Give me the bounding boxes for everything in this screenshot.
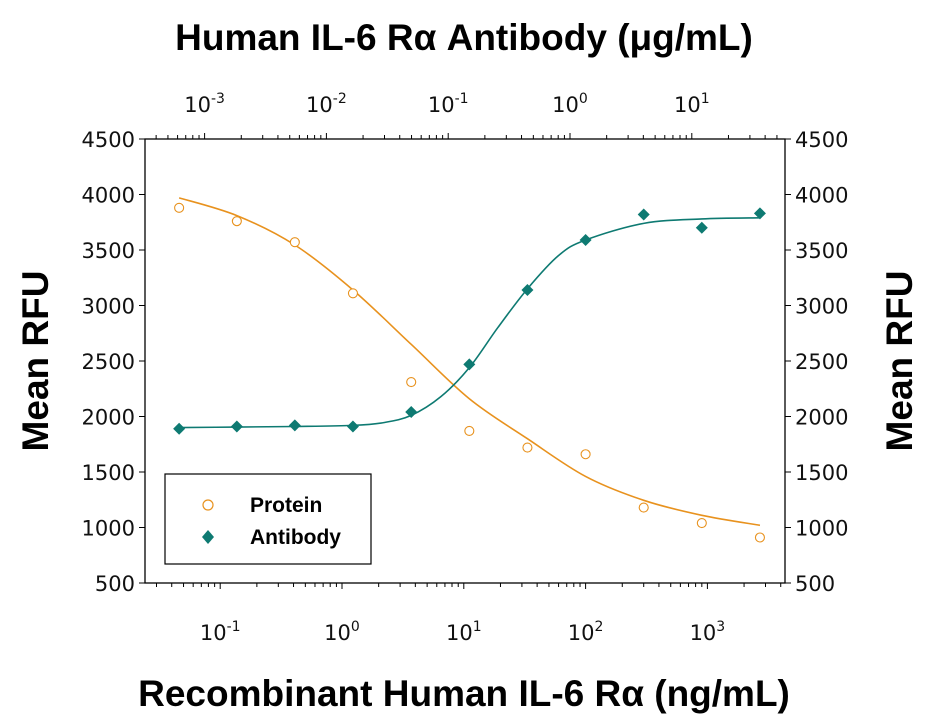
x-top-tick-label: 10-2 — [306, 91, 347, 117]
protein-fit-curve — [178, 197, 761, 527]
y-right-tick-label: 2500 — [795, 350, 848, 374]
protein-data-point — [696, 518, 707, 529]
y-left-tick-label: 4500 — [82, 128, 135, 152]
y-left-tick-label: 1500 — [82, 461, 135, 485]
y-right-tick-label: 4000 — [795, 184, 848, 208]
legend-box — [164, 473, 372, 565]
legend-label-protein: Protein — [250, 494, 322, 517]
protein-data-point — [522, 442, 533, 453]
x-bottom-tick-label: 10-1 — [200, 619, 241, 645]
protein-data-point — [231, 216, 242, 227]
x-bottom-tick-label: 103 — [690, 619, 726, 645]
y-left-tick-label: 2500 — [82, 350, 135, 374]
antibody-data-point — [288, 419, 301, 432]
y-left-tick-label: 1000 — [82, 517, 135, 541]
x-top-tick-label: 100 — [552, 91, 588, 117]
y-left-tick-label: 3000 — [82, 295, 135, 319]
protein-data-point — [406, 377, 417, 388]
y-right-tick-label: 3500 — [795, 239, 848, 263]
y-right-tick-label: 1500 — [795, 461, 848, 485]
antibody-data-point — [463, 358, 476, 371]
y-left-tick-label: 2000 — [82, 406, 135, 430]
antibody-fit-curve — [179, 217, 760, 429]
y-right-tick-label: 4500 — [795, 128, 848, 152]
protein-data-point — [174, 202, 185, 213]
x-axis-label: Recombinant Human IL-6 Rα (ng/mL) — [138, 673, 790, 714]
legend-label-antibody: Antibody — [250, 526, 341, 549]
y-axis-label-right: Mean RFU — [879, 271, 920, 452]
protein-data-point — [464, 425, 475, 436]
protein-data-point — [638, 502, 649, 513]
protein-data-point — [754, 532, 765, 543]
antibody-data-point — [637, 208, 650, 221]
y-right-tick-label: 3000 — [795, 295, 848, 319]
antibody-data-point — [173, 422, 186, 435]
legend: Protein Antibody — [164, 473, 372, 565]
x-bottom-tick-label: 102 — [568, 619, 604, 645]
antibody-data-point — [695, 221, 708, 234]
protein-data-point — [347, 288, 359, 299]
antibody-data-point — [579, 234, 592, 247]
x-bottom-tick-label: 100 — [324, 619, 360, 645]
antibody-data-point — [230, 420, 243, 433]
legend-marker-protein — [202, 499, 214, 511]
x-bottom-tick-label: 101 — [446, 619, 482, 645]
y-axis-label-left: Mean RFU — [15, 271, 56, 452]
x-top-tick-label: 10-1 — [428, 91, 469, 117]
y-left-tick-label: 500 — [95, 572, 135, 596]
x-top-tick-label: 101 — [674, 91, 710, 117]
antibody-data-point — [753, 207, 766, 220]
x-top-tick-label: 10-3 — [184, 91, 225, 117]
y-right-tick-label: 2000 — [795, 406, 848, 430]
antibody-data-point — [521, 283, 534, 296]
antibody-data-point — [346, 420, 359, 433]
y-left-tick-label: 3500 — [82, 239, 135, 263]
y-right-tick-label: 500 — [795, 572, 835, 596]
antibody-data-point — [405, 406, 418, 419]
protein-data-point — [289, 237, 300, 248]
y-left-tick-label: 4000 — [82, 184, 135, 208]
y-right-tick-label: 1000 — [795, 517, 848, 541]
protein-data-point — [580, 449, 591, 460]
legend-marker-antibody — [202, 530, 214, 544]
chart-title: Human IL-6 Rα Antibody (μg/mL) — [175, 17, 753, 58]
